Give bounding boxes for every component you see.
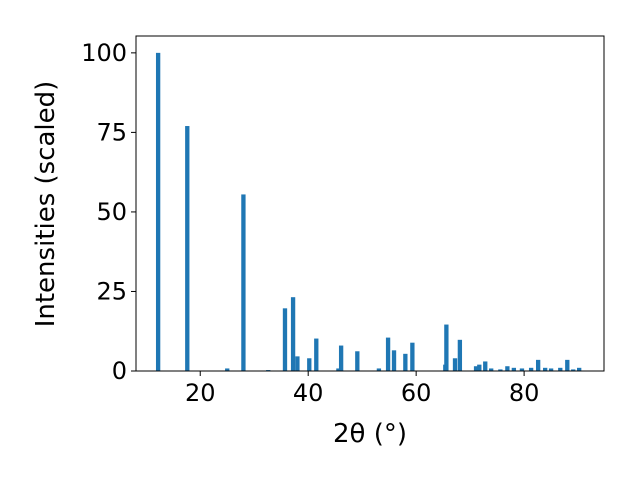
bar [355,351,360,371]
x-tick-label: 80 [509,379,540,407]
x-axis-label: 2θ (°) [333,419,407,449]
bar [241,194,246,371]
y-tick-label: 50 [96,198,127,226]
bar [543,367,548,371]
bar [282,308,288,371]
bar [528,367,534,371]
bar [565,359,570,371]
bar [403,353,408,371]
bar [489,368,494,371]
bar [457,339,463,371]
bar [410,342,415,371]
bar [290,297,296,371]
bar [511,367,517,371]
plot-frame [135,35,605,372]
bar [155,52,161,371]
bar [535,359,541,371]
y-tick-label: 0 [112,357,127,385]
bar [571,369,576,371]
y-tick-label: 100 [81,39,127,67]
bar [498,369,503,371]
bar [225,368,230,371]
bar [185,126,190,372]
bar [295,356,300,371]
bar [577,367,582,371]
bar [473,366,479,371]
bar [385,337,391,371]
bar [477,364,482,371]
bar [452,358,458,371]
bar [338,345,344,371]
y-tick-label: 25 [96,277,127,305]
bar [558,367,563,371]
bar [505,366,510,371]
bar [483,361,488,371]
x-tick-label: 60 [401,379,432,407]
bar [519,368,525,371]
y-axis-label: Intensities (scaled) [31,81,61,328]
bar [548,368,554,371]
bar [376,368,382,371]
bar [444,324,449,371]
bar [391,350,397,371]
bar [336,368,341,371]
x-tick-label: 40 [293,379,324,407]
y-tick-label: 75 [96,118,127,146]
bar [307,358,312,371]
bar [314,338,319,371]
x-tick-label: 20 [185,379,216,407]
